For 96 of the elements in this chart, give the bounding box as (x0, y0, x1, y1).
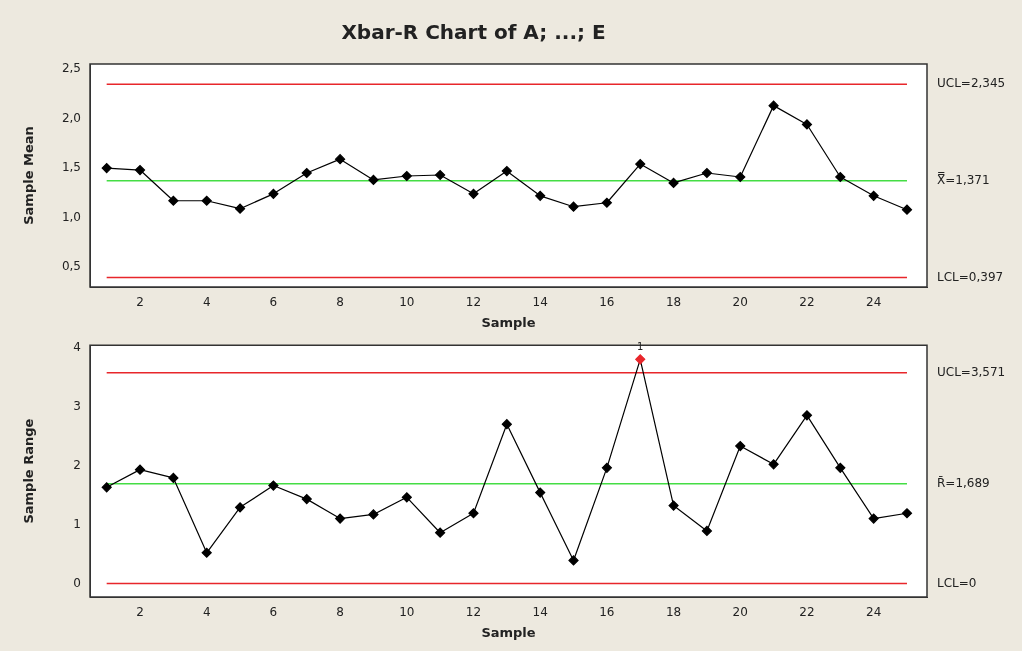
point (801, 410, 813, 421)
x-tick-label: 20 (732, 605, 748, 620)
x-tick-label: 10 (399, 295, 415, 310)
ref-line-label: R̄=1,689 (937, 475, 990, 490)
point (401, 492, 412, 503)
x-tick-label: 8 (336, 295, 344, 310)
point (701, 525, 713, 537)
x-axis-title: Sample (481, 624, 536, 640)
point (468, 188, 479, 199)
point (901, 204, 913, 215)
point (768, 100, 779, 111)
y-tick-label: 4 (73, 339, 81, 354)
point (735, 171, 746, 183)
point (134, 464, 146, 475)
point (435, 169, 446, 181)
y-tick-label: 2,0 (61, 110, 81, 125)
x-tick-label: 4 (202, 295, 211, 310)
y-tick-label: 0,5 (61, 259, 81, 274)
x-tick-label: 14 (532, 605, 548, 620)
point (101, 482, 112, 493)
point (901, 508, 913, 519)
x-tick-label: 22 (799, 605, 815, 620)
chart-title: Xbar-R Chart of A; ...; E (341, 20, 606, 45)
point (301, 167, 312, 179)
y-tick-label: 0 (73, 575, 81, 590)
point (768, 459, 779, 470)
x-tick-label: 18 (665, 295, 682, 310)
x-tick-label: 16 (599, 605, 615, 620)
point (234, 502, 246, 513)
point (568, 201, 579, 212)
point (401, 170, 412, 182)
ref-line-label: UCL=3,571 (937, 364, 1006, 379)
point (735, 440, 746, 452)
point (368, 509, 379, 520)
x-tick-label: 20 (732, 295, 748, 310)
point (501, 165, 512, 177)
annotation: 1 (637, 340, 644, 352)
point (701, 167, 713, 179)
point (601, 462, 612, 473)
x-tick-label: 12 (465, 605, 482, 620)
point (668, 177, 679, 189)
point (801, 119, 813, 130)
point (301, 494, 312, 505)
x-tick-label: 10 (399, 605, 415, 620)
x-tick-label: 6 (269, 605, 278, 620)
point (868, 513, 879, 524)
point (535, 487, 546, 498)
x-tick-label: 6 (269, 295, 278, 310)
point (134, 164, 146, 176)
y-tick-label: 3 (73, 398, 81, 413)
point (201, 547, 212, 558)
point (601, 197, 612, 208)
point (234, 203, 246, 214)
x-tick-label: 22 (799, 295, 815, 310)
point (335, 513, 346, 524)
point (535, 190, 546, 201)
y-tick-label: 2 (73, 457, 81, 472)
point (168, 195, 179, 206)
x-tick-label: 24 (866, 605, 882, 620)
point (635, 159, 646, 170)
x-tick-label: 2 (136, 605, 144, 620)
y-tick-label: 2,5 (61, 61, 81, 76)
x-tick-label: 14 (532, 295, 548, 310)
point (101, 162, 112, 174)
point (268, 480, 279, 491)
point (835, 171, 846, 183)
x-tick-label: 18 (665, 605, 682, 620)
x-tick-label: 24 (866, 295, 882, 310)
point (168, 472, 179, 483)
point (568, 555, 579, 566)
point (201, 195, 212, 206)
y-tick-label: 1,0 (61, 209, 81, 224)
point (668, 500, 679, 511)
y-tick-label: 1,5 (61, 160, 81, 175)
x-tick-label: 8 (336, 605, 344, 620)
point (368, 174, 379, 186)
ref-line-label: LCL=0,397 (937, 269, 1004, 284)
y-axis-title: Sample Mean (21, 126, 37, 225)
point (335, 154, 346, 165)
x-tick-label: 4 (202, 605, 211, 620)
x-tick-label: 12 (465, 295, 482, 310)
ref-line-label: X̿=1,371 (937, 171, 990, 187)
point (501, 419, 512, 430)
point (268, 188, 279, 199)
ref-line-label: UCL=2,345 (937, 76, 1006, 91)
point (468, 508, 479, 519)
point (868, 190, 879, 201)
x-tick-label: 16 (599, 295, 615, 310)
y-tick-label: 1 (73, 516, 81, 531)
y-axis-title: Sample Range (21, 418, 37, 524)
x-axis-title: Sample (481, 314, 536, 330)
point (435, 527, 446, 538)
ref-line-label: LCL=0 (937, 575, 977, 590)
point (635, 354, 646, 365)
x-tick-label: 2 (136, 295, 144, 310)
point (835, 462, 846, 473)
